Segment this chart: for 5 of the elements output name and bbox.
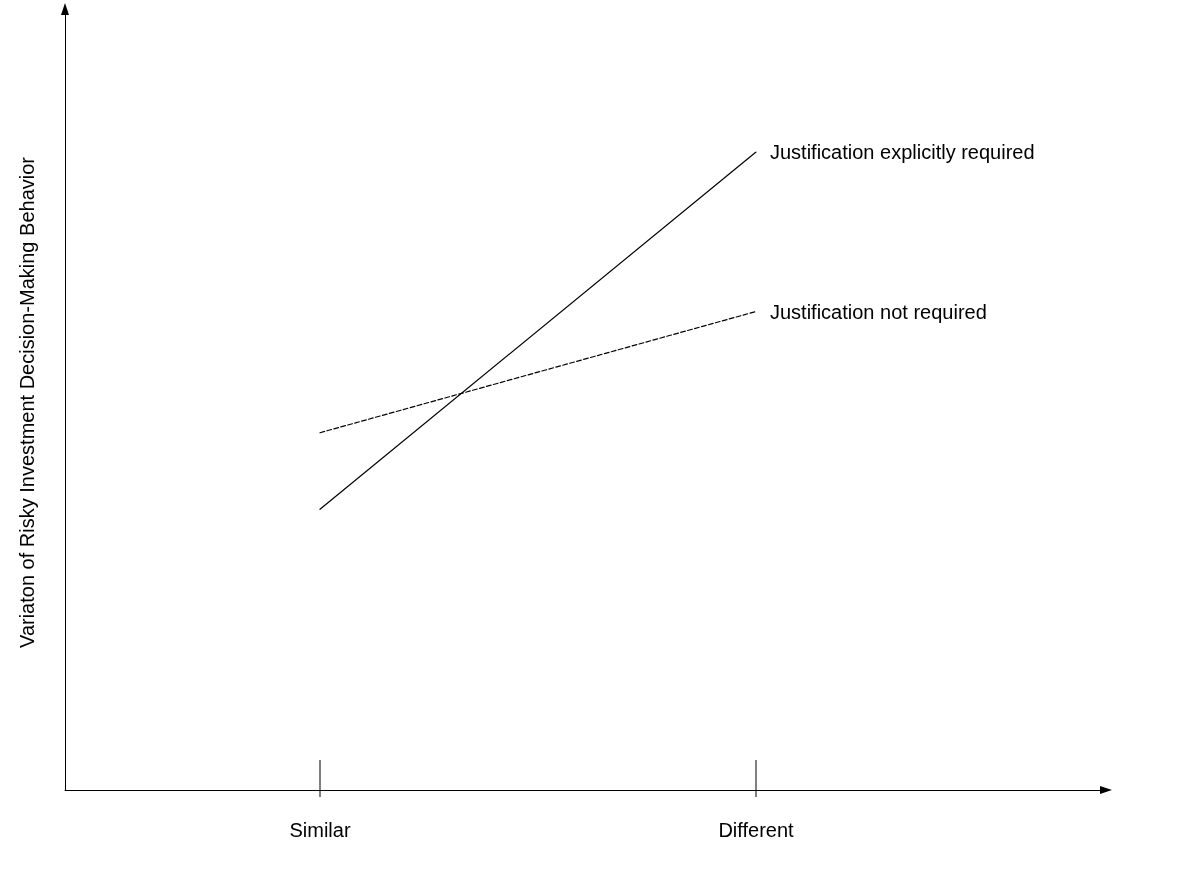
x-tick-label: Similar bbox=[289, 819, 351, 841]
series-label: Justification not required bbox=[770, 300, 987, 323]
x-tick-label: Different bbox=[718, 819, 795, 841]
series-label: Justification explicitly required bbox=[770, 141, 1035, 163]
y-axis-title: Variaton of Risky Investment Decision-Making Behavior bbox=[16, 156, 38, 648]
